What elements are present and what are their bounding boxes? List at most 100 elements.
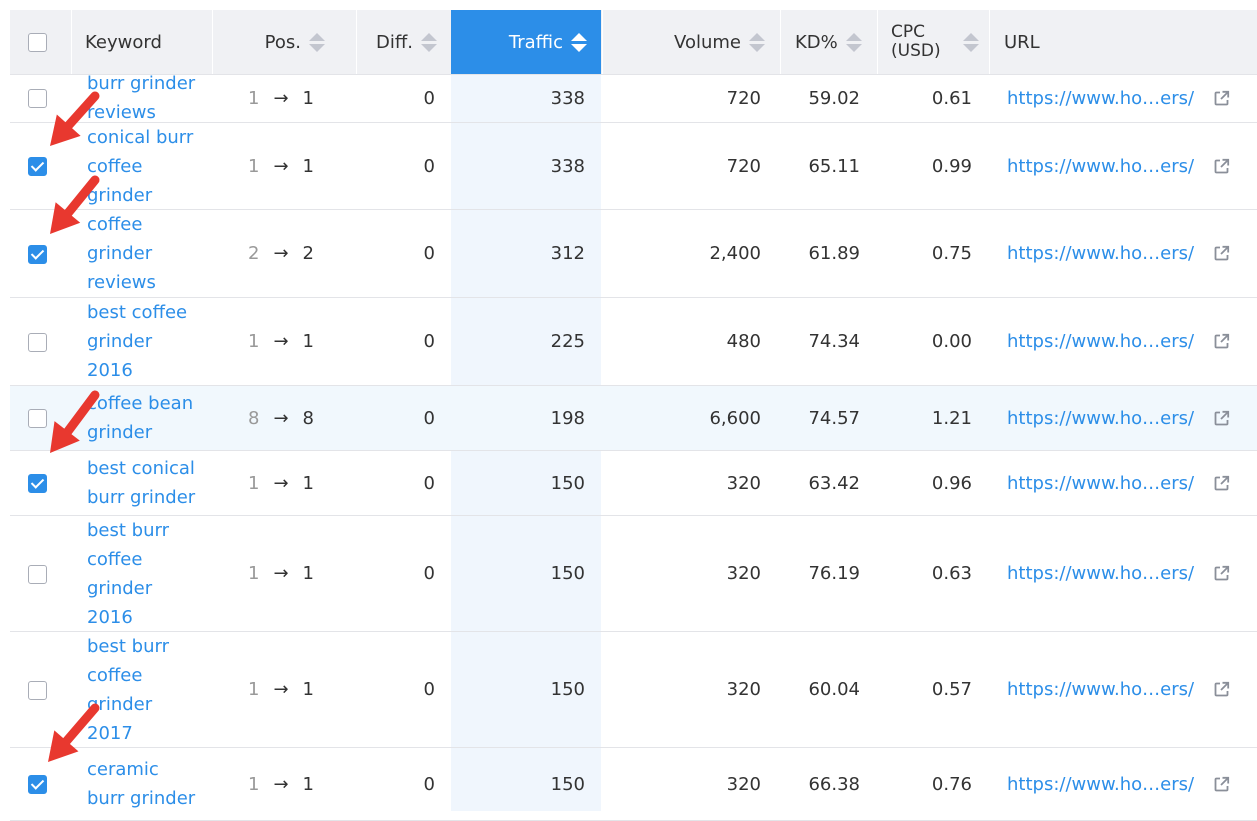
row-checkbox[interactable]: [28, 157, 47, 176]
table-row: burr grinder reviews 1 → 1 0 338 720 59.02 0.61 ht…: [10, 73, 1257, 123]
volume-value: 480: [726, 331, 761, 352]
external-link-icon[interactable]: [1213, 90, 1230, 106]
select-all-checkbox[interactable]: [28, 33, 47, 52]
position-current: 1: [302, 87, 314, 109]
header-cpc[interactable]: CPC (USD): [877, 10, 988, 74]
header-kd[interactable]: KD%: [780, 10, 876, 74]
sort-icon[interactable]: [962, 32, 979, 52]
diff-value: 0: [423, 331, 435, 352]
row-checkbox[interactable]: [28, 474, 47, 493]
keyword-cell: coffee grinder reviews: [87, 210, 211, 297]
diff-value: 0: [423, 472, 435, 494]
cpc-value: 0.63: [931, 563, 972, 584]
url-link[interactable]: https://www.ho…ers/: [1007, 773, 1195, 795]
row-checkbox[interactable]: [28, 332, 47, 352]
row-checkbox[interactable]: [28, 409, 47, 428]
table-row: best conical burr grinder 1 → 1 0 150 320 63.42 0…: [10, 451, 1257, 516]
url-link[interactable]: https://www.ho…ers/: [1007, 155, 1195, 177]
url-link[interactable]: https://www.ho…ers/: [1007, 243, 1195, 264]
keyword-link[interactable]: burr grinder reviews: [87, 69, 207, 127]
external-link-icon[interactable]: [1213, 410, 1230, 426]
header-url-label: URL: [1004, 31, 1040, 53]
diff-value: 0: [423, 407, 435, 429]
keyword-cell: best burr coffee grinder 2016: [87, 516, 211, 631]
position-previous: 1: [248, 155, 260, 177]
position-current: 1: [302, 472, 314, 494]
volume-value: 320: [726, 679, 761, 700]
external-link-icon[interactable]: [1213, 245, 1230, 261]
keyword-line: ceramic: [87, 759, 159, 780]
keyword-link[interactable]: conical burr coffee grinder: [87, 123, 207, 210]
header-diff-label: Diff.: [376, 31, 413, 53]
kd-value: 74.34: [808, 331, 860, 352]
row-checkbox[interactable]: [28, 680, 47, 700]
keyword-cell: ceramic burr grinder: [87, 748, 211, 820]
url-cell: https://www.ho…ers/: [1007, 210, 1207, 297]
header-volume[interactable]: Volume: [602, 10, 779, 74]
arrow-right-icon: →: [273, 472, 289, 494]
diff-value: 0: [423, 243, 435, 264]
keyword-line: grinder: [87, 243, 153, 264]
header-keyword[interactable]: Keyword: [71, 10, 211, 74]
sort-icon[interactable]: [421, 32, 437, 52]
url-link[interactable]: https://www.ho…ers/: [1007, 407, 1195, 429]
position-current: 1: [302, 331, 314, 352]
position-cell: 1 → 1: [248, 74, 328, 122]
keyword-line: burr grinder: [87, 788, 196, 809]
traffic-value: 150: [550, 773, 585, 795]
external-link-icon[interactable]: [1213, 475, 1230, 491]
url-cell: https://www.ho…ers/: [1007, 516, 1207, 631]
sort-icon[interactable]: [845, 32, 862, 52]
traffic-value: 312: [550, 243, 585, 264]
position-previous: 1: [248, 563, 260, 584]
row-checkbox[interactable]: [28, 564, 47, 584]
table-header: Keyword Pos. Diff. Traffic Volume KD% CP…: [10, 10, 1257, 75]
position-current: 1: [302, 155, 314, 177]
sort-icon[interactable]: [749, 32, 765, 52]
header-keyword-label: Keyword: [85, 31, 162, 53]
sort-icon[interactable]: [571, 32, 587, 52]
position-cell: 1 → 1: [248, 516, 328, 631]
traffic-value: 150: [550, 472, 585, 494]
url-link[interactable]: https://www.ho…ers/: [1007, 331, 1195, 352]
keyword-link[interactable]: best burr coffee grinder 2016: [87, 516, 207, 632]
external-link-icon[interactable]: [1213, 158, 1230, 174]
keyword-link[interactable]: coffee grinder reviews: [87, 210, 207, 297]
url-link[interactable]: https://www.ho…ers/: [1007, 679, 1195, 700]
row-checkbox[interactable]: [28, 244, 47, 264]
position-previous: 1: [248, 87, 260, 109]
keyword-line: grinder: [87, 693, 153, 715]
header-diff[interactable]: Diff.: [356, 10, 451, 74]
header-cpc-label-line1: CPC: [891, 22, 925, 42]
header-traffic-label: Traffic: [508, 31, 563, 53]
kd-value: 60.04: [808, 679, 860, 700]
external-link-icon[interactable]: [1213, 565, 1230, 581]
position-current: 1: [302, 563, 314, 584]
header-pos[interactable]: Pos.: [212, 10, 355, 74]
keyword-link[interactable]: best conical burr grinder: [87, 454, 207, 512]
keyword-link[interactable]: best coffee grinder 2016: [87, 298, 207, 385]
header-traffic[interactable]: Traffic: [451, 10, 601, 74]
diff-value: 0: [423, 679, 435, 700]
keyword-line: coffee: [87, 214, 143, 235]
traffic-value: 225: [550, 331, 585, 352]
arrow-right-icon: →: [273, 773, 289, 795]
keyword-line: 2016: [87, 606, 133, 628]
keyword-link[interactable]: best burr coffee grinder 2017: [87, 632, 207, 748]
url-link[interactable]: https://www.ho…ers/: [1007, 87, 1195, 109]
volume-value: 720: [726, 155, 761, 177]
row-checkbox[interactable]: [28, 89, 47, 108]
keyword-link[interactable]: ceramic burr grinder: [87, 755, 207, 813]
position-previous: 1: [248, 472, 260, 494]
volume-value: 2,400: [709, 243, 761, 264]
keyword-link[interactable]: coffee bean grinder: [87, 389, 207, 447]
external-link-icon[interactable]: [1213, 776, 1230, 792]
url-link[interactable]: https://www.ho…ers/: [1007, 472, 1195, 494]
external-link-icon[interactable]: [1213, 681, 1230, 697]
row-checkbox[interactable]: [28, 775, 47, 794]
external-link-icon[interactable]: [1213, 333, 1230, 349]
table-row: conical burr coffee grinder 1 → 1 0 338 720 65.11…: [10, 123, 1257, 210]
position-cell: 1 → 1: [248, 632, 328, 747]
sort-icon[interactable]: [309, 32, 325, 52]
url-link[interactable]: https://www.ho…ers/: [1007, 563, 1195, 584]
